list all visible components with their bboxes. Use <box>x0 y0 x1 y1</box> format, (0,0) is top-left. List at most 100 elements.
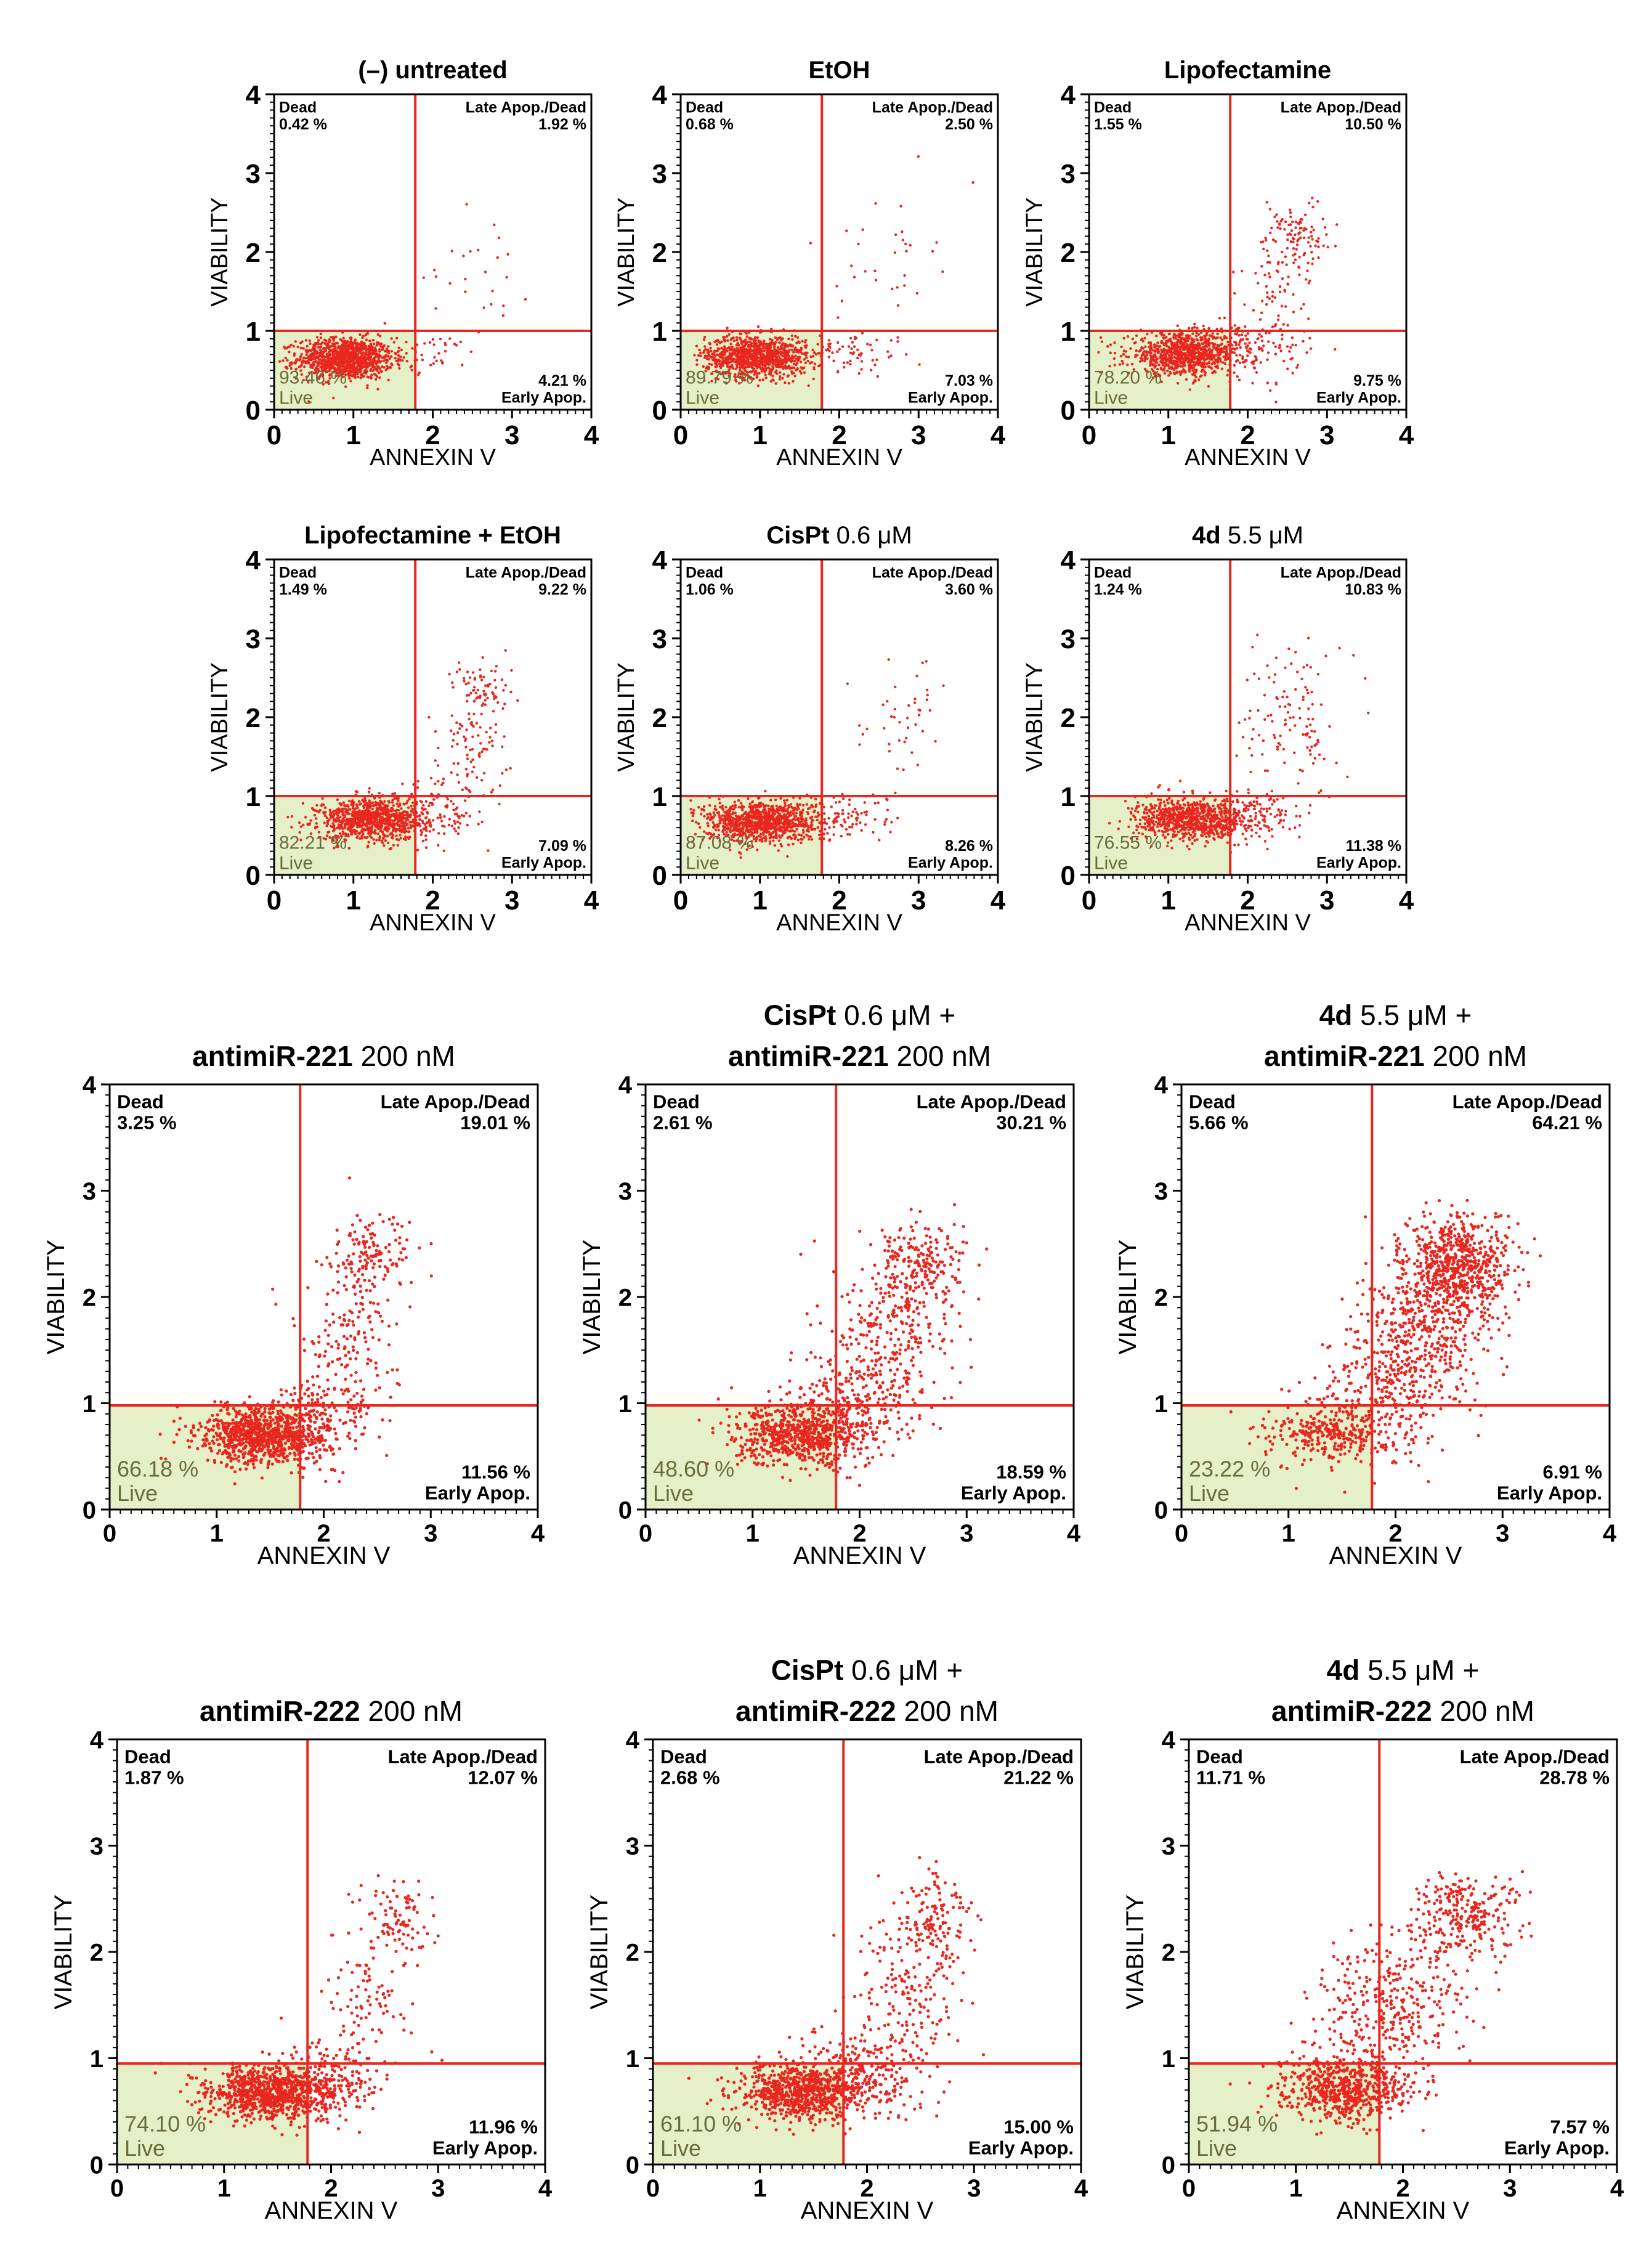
data-point <box>847 345 851 348</box>
data-point <box>405 813 408 817</box>
data-point <box>849 362 852 366</box>
data-point <box>753 351 756 354</box>
data-point <box>428 341 432 344</box>
data-point <box>394 828 397 832</box>
data-point <box>1201 361 1204 365</box>
data-point <box>418 818 421 821</box>
data-point <box>434 782 437 786</box>
data-point <box>309 349 313 352</box>
data-point <box>1099 336 1103 339</box>
data-point <box>1289 240 1292 243</box>
data-point <box>357 375 360 378</box>
data-point <box>371 804 375 808</box>
data-point <box>1265 291 1269 295</box>
data-point <box>450 800 453 803</box>
data-point <box>1166 369 1169 373</box>
data-point <box>450 771 453 774</box>
live-quadrant-label: Live <box>1094 388 1128 408</box>
data-point <box>1193 322 1196 326</box>
data-point <box>350 818 354 821</box>
data-point <box>353 818 356 821</box>
data-point <box>388 357 391 360</box>
data-point <box>401 813 405 816</box>
data-point <box>405 802 408 805</box>
data-point <box>298 359 301 362</box>
data-point <box>480 750 484 754</box>
data-point <box>402 826 405 829</box>
data-point <box>328 382 331 385</box>
data-point <box>1185 346 1188 350</box>
data-point <box>842 361 846 364</box>
data-point <box>1201 342 1204 345</box>
data-point <box>352 352 355 356</box>
data-point <box>695 363 699 366</box>
data-point <box>368 800 371 803</box>
data-point <box>367 364 370 368</box>
data-point <box>371 363 375 367</box>
data-point <box>371 822 375 825</box>
data-point <box>1238 361 1242 364</box>
data-point <box>448 673 451 676</box>
data-point <box>1119 354 1123 358</box>
data-point <box>368 359 371 362</box>
data-point <box>1311 262 1314 266</box>
data-point <box>741 352 744 356</box>
data-point <box>349 336 352 339</box>
data-point <box>1149 354 1153 357</box>
data-point <box>1276 220 1279 223</box>
data-point <box>308 356 311 359</box>
data-point <box>755 356 759 360</box>
data-point <box>1199 352 1202 355</box>
data-point <box>758 372 761 375</box>
data-point <box>509 691 513 694</box>
data-point <box>1252 309 1255 312</box>
data-point <box>431 819 435 822</box>
data-point <box>443 815 446 818</box>
data-point <box>299 825 302 828</box>
data-point <box>1223 335 1226 338</box>
data-point <box>382 832 385 836</box>
data-point <box>398 367 401 370</box>
data-point <box>1156 341 1159 344</box>
data-point <box>784 381 787 384</box>
x-tick-label: 3 <box>911 420 926 450</box>
data-point <box>509 766 512 770</box>
data-point <box>424 808 427 811</box>
data-point <box>397 354 400 357</box>
data-point <box>475 721 478 725</box>
data-point <box>1175 361 1178 365</box>
data-point <box>347 827 350 831</box>
data-point <box>500 678 504 681</box>
data-point <box>1179 365 1183 368</box>
data-point <box>317 810 320 813</box>
data-point <box>436 816 439 819</box>
data-point <box>362 815 365 818</box>
data-point <box>458 661 461 664</box>
data-point <box>1269 231 1272 235</box>
data-point <box>1310 251 1313 254</box>
data-point <box>1120 345 1123 349</box>
data-point <box>1246 332 1250 335</box>
data-point <box>336 811 339 814</box>
data-point <box>794 335 797 338</box>
data-point <box>740 356 743 359</box>
data-point <box>853 345 856 348</box>
data-point <box>349 371 352 375</box>
data-point <box>356 818 359 821</box>
data-point <box>876 375 880 378</box>
data-point <box>780 339 783 342</box>
data-point <box>372 838 375 841</box>
data-point <box>1144 345 1147 348</box>
data-point <box>752 344 755 348</box>
data-point <box>1125 355 1128 359</box>
data-point <box>1274 345 1277 348</box>
data-point <box>348 376 351 380</box>
data-point <box>367 840 370 844</box>
data-point <box>915 291 919 295</box>
data-point <box>352 343 355 346</box>
data-point <box>427 818 431 821</box>
data-point <box>1157 350 1161 354</box>
data-point <box>341 339 344 343</box>
data-point <box>1176 381 1180 385</box>
data-point <box>1213 343 1217 346</box>
